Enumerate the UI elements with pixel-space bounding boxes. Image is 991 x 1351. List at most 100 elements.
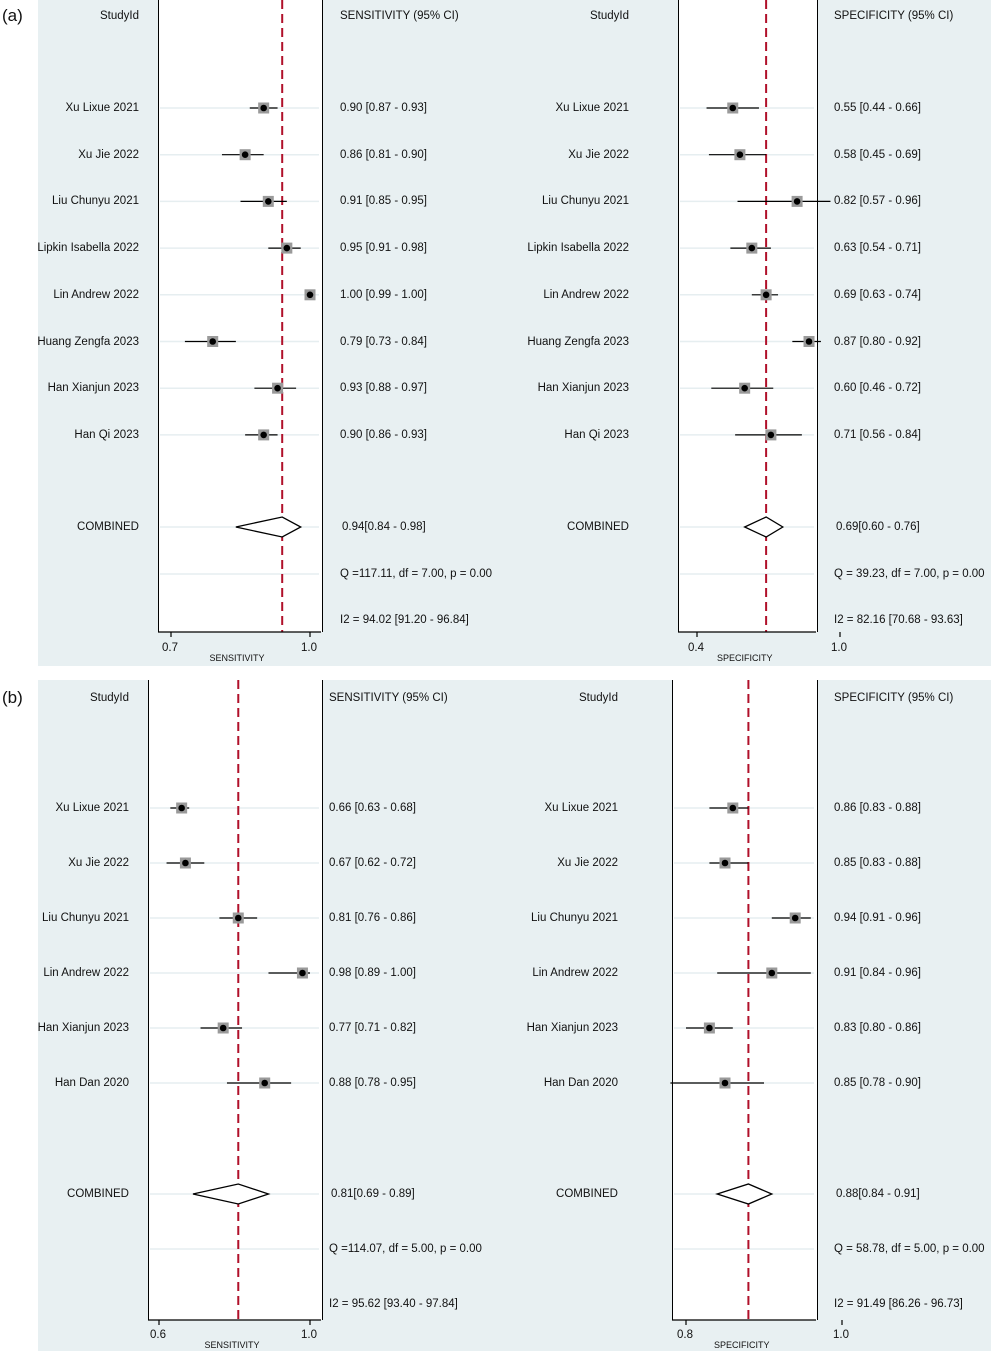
combined-diamond — [192, 1183, 271, 1205]
x-axis-label: SENSITIVITY — [209, 653, 265, 663]
panel-label: (b) — [2, 688, 23, 707]
point-estimate — [721, 859, 729, 867]
study-estimate-text: 0.77 [0.71 - 0.82] — [329, 1022, 416, 1034]
study-name: Xu Lixue 2021 — [65, 102, 139, 114]
point-estimate — [241, 151, 249, 158]
q-statistic: Q =114.07, df = 5.00, p = 0.00 — [329, 1243, 482, 1255]
study-name: Xu Lixue 2021 — [544, 802, 618, 814]
study-name: Han Xianjun 2023 — [47, 382, 139, 395]
study-estimate-text: 0.60 [0.46 - 0.72] — [834, 382, 921, 395]
q-statistic: Q = 39.23, df = 7.00, p = 0.00 — [834, 568, 985, 580]
forest-svg — [670, 680, 843, 1325]
study-estimate-text: 0.79 [0.73 - 0.84] — [340, 335, 427, 348]
study-name: Xu Jie 2022 — [68, 857, 129, 869]
metric-header: SPECIFICITY (95% CI) — [834, 692, 954, 704]
study-estimate-text: 0.85 [0.83 - 0.88] — [834, 857, 921, 869]
study-estimate-text: 0.71 [0.56 - 0.84] — [834, 428, 921, 441]
study-name: Lipkin Isabella 2022 — [527, 242, 629, 255]
study-estimate-text: 0.91 [0.84 - 0.96] — [834, 967, 921, 979]
studyid-header: StudyId — [100, 10, 139, 22]
study-estimate-text: 1.00 [0.99 - 1.00] — [340, 288, 427, 301]
forest-panel: StudyId SENSITIVITY (95% CI) Xu Lixue 2021… — [38, 680, 991, 1351]
x-tick-label: 1.0 — [301, 1329, 317, 1341]
point-estimate — [209, 338, 216, 345]
study-name: Lin Andrew 2022 — [53, 288, 139, 301]
study-name: Han Qi 2023 — [564, 428, 629, 441]
study-name: Han Xianjun 2023 — [37, 1022, 129, 1034]
point-estimate — [729, 104, 737, 112]
study-estimate-text: 0.93 [0.88 - 0.97] — [340, 382, 427, 395]
point-estimate — [748, 244, 756, 252]
q-statistic: Q =117.11, df = 7.00, p = 0.00 — [340, 568, 493, 580]
x-tick-label: 0.8 — [677, 1329, 693, 1341]
x-tick-label: 0.7 — [162, 642, 178, 654]
point-estimate — [706, 1024, 713, 1032]
study-estimate-text: 0.55 [0.44 - 0.66] — [834, 102, 921, 114]
studyid-header: StudyId — [590, 10, 629, 22]
metric-header: SENSITIVITY (95% CI) — [329, 692, 448, 704]
q-statistic: Q = 58.78, df = 5.00, p = 0.00 — [834, 1243, 985, 1255]
point-estimate — [805, 338, 813, 345]
i2-statistic: I2 = 95.62 [93.40 - 97.84] — [329, 1298, 458, 1310]
forest-plot: StudyId SPECIFICITY (95% CI) Xu Lixue 2021… — [514, 680, 991, 1351]
i2-statistic: I2 = 91.49 [86.26 - 96.73] — [834, 1298, 963, 1310]
study-name: Lin Andrew 2022 — [43, 967, 129, 979]
plot-area — [672, 680, 818, 1320]
combined-label: COMBINED — [67, 1188, 129, 1200]
study-estimate-text: 0.90 [0.87 - 0.93] — [340, 102, 427, 114]
combined-label: COMBINED — [556, 1188, 618, 1200]
forest-plot: StudyId SPECIFICITY (95% CI) Xu Lixue 2021… — [514, 0, 991, 666]
point-estimate — [260, 431, 267, 439]
study-estimate-text: 0.83 [0.80 - 0.86] — [834, 1022, 921, 1034]
study-estimate-text: 0.90 [0.86 - 0.93] — [340, 428, 427, 441]
study-estimate-text: 0.69 [0.63 - 0.74] — [834, 288, 921, 301]
point-estimate — [762, 291, 770, 299]
study-name: Liu Chunyu 2021 — [42, 912, 129, 924]
x-axis-label: SPECIFICITY — [714, 1340, 770, 1350]
point-estimate — [265, 198, 272, 205]
forest-svg — [148, 680, 321, 1325]
combined-estimate-text: 0.94[0.84 - 0.98] — [342, 521, 426, 533]
x-tick-label: 1.0 — [831, 642, 847, 654]
point-estimate — [741, 384, 748, 392]
plot-area — [148, 680, 323, 1320]
study-name: Xu Lixue 2021 — [55, 802, 129, 814]
study-estimate-text: 0.86 [0.81 - 0.90] — [340, 148, 427, 161]
point-estimate — [178, 804, 185, 812]
point-estimate — [791, 914, 799, 922]
point-estimate — [793, 198, 801, 205]
study-estimate-text: 0.58 [0.45 - 0.69] — [834, 148, 921, 161]
study-estimate-text: 0.81 [0.76 - 0.86] — [329, 912, 416, 924]
study-estimate-text: 0.88 [0.78 - 0.95] — [329, 1077, 416, 1089]
forest-svg — [158, 0, 321, 637]
x-tick-label: 0.6 — [150, 1329, 166, 1341]
study-name: Huang Zengfa 2023 — [527, 335, 629, 348]
point-estimate — [306, 291, 314, 299]
study-estimate-text: 0.63 [0.54 - 0.71] — [834, 242, 921, 255]
study-name: Liu Chunyu 2021 — [52, 195, 139, 208]
studyid-header: StudyId — [579, 692, 618, 704]
x-tick-label: 1.0 — [833, 1329, 849, 1341]
study-estimate-text: 0.85 [0.78 - 0.90] — [834, 1077, 921, 1089]
combined-diamond — [743, 516, 785, 538]
study-name: Han Xianjun 2023 — [537, 382, 629, 395]
metric-header: SENSITIVITY (95% CI) — [340, 10, 459, 22]
point-estimate — [729, 804, 737, 812]
metric-header: SPECIFICITY (95% CI) — [834, 10, 954, 22]
study-estimate-text: 0.87 [0.80 - 0.92] — [834, 335, 921, 348]
study-name: Xu Jie 2022 — [78, 148, 139, 161]
study-name: Huang Zengfa 2023 — [37, 335, 139, 348]
x-tick-label: 0.4 — [688, 642, 704, 654]
study-estimate-text: 0.94 [0.91 - 0.96] — [834, 912, 921, 924]
x-tick-label: 1.0 — [301, 642, 317, 654]
i2-statistic: I2 = 82.16 [70.68 - 93.63] — [834, 614, 963, 626]
studyid-header: StudyId — [90, 692, 129, 704]
combined-estimate-text: 0.81[0.69 - 0.89] — [331, 1188, 415, 1200]
study-name: Liu Chunyu 2021 — [531, 912, 618, 924]
point-estimate — [767, 431, 775, 439]
study-estimate-text: 0.98 [0.89 - 1.00] — [329, 967, 416, 979]
point-estimate — [261, 1079, 268, 1087]
combined-estimate-text: 0.69[0.60 - 0.76] — [836, 521, 920, 533]
study-estimate-text: 0.91 [0.85 - 0.95] — [340, 195, 427, 208]
point-estimate — [283, 244, 291, 252]
